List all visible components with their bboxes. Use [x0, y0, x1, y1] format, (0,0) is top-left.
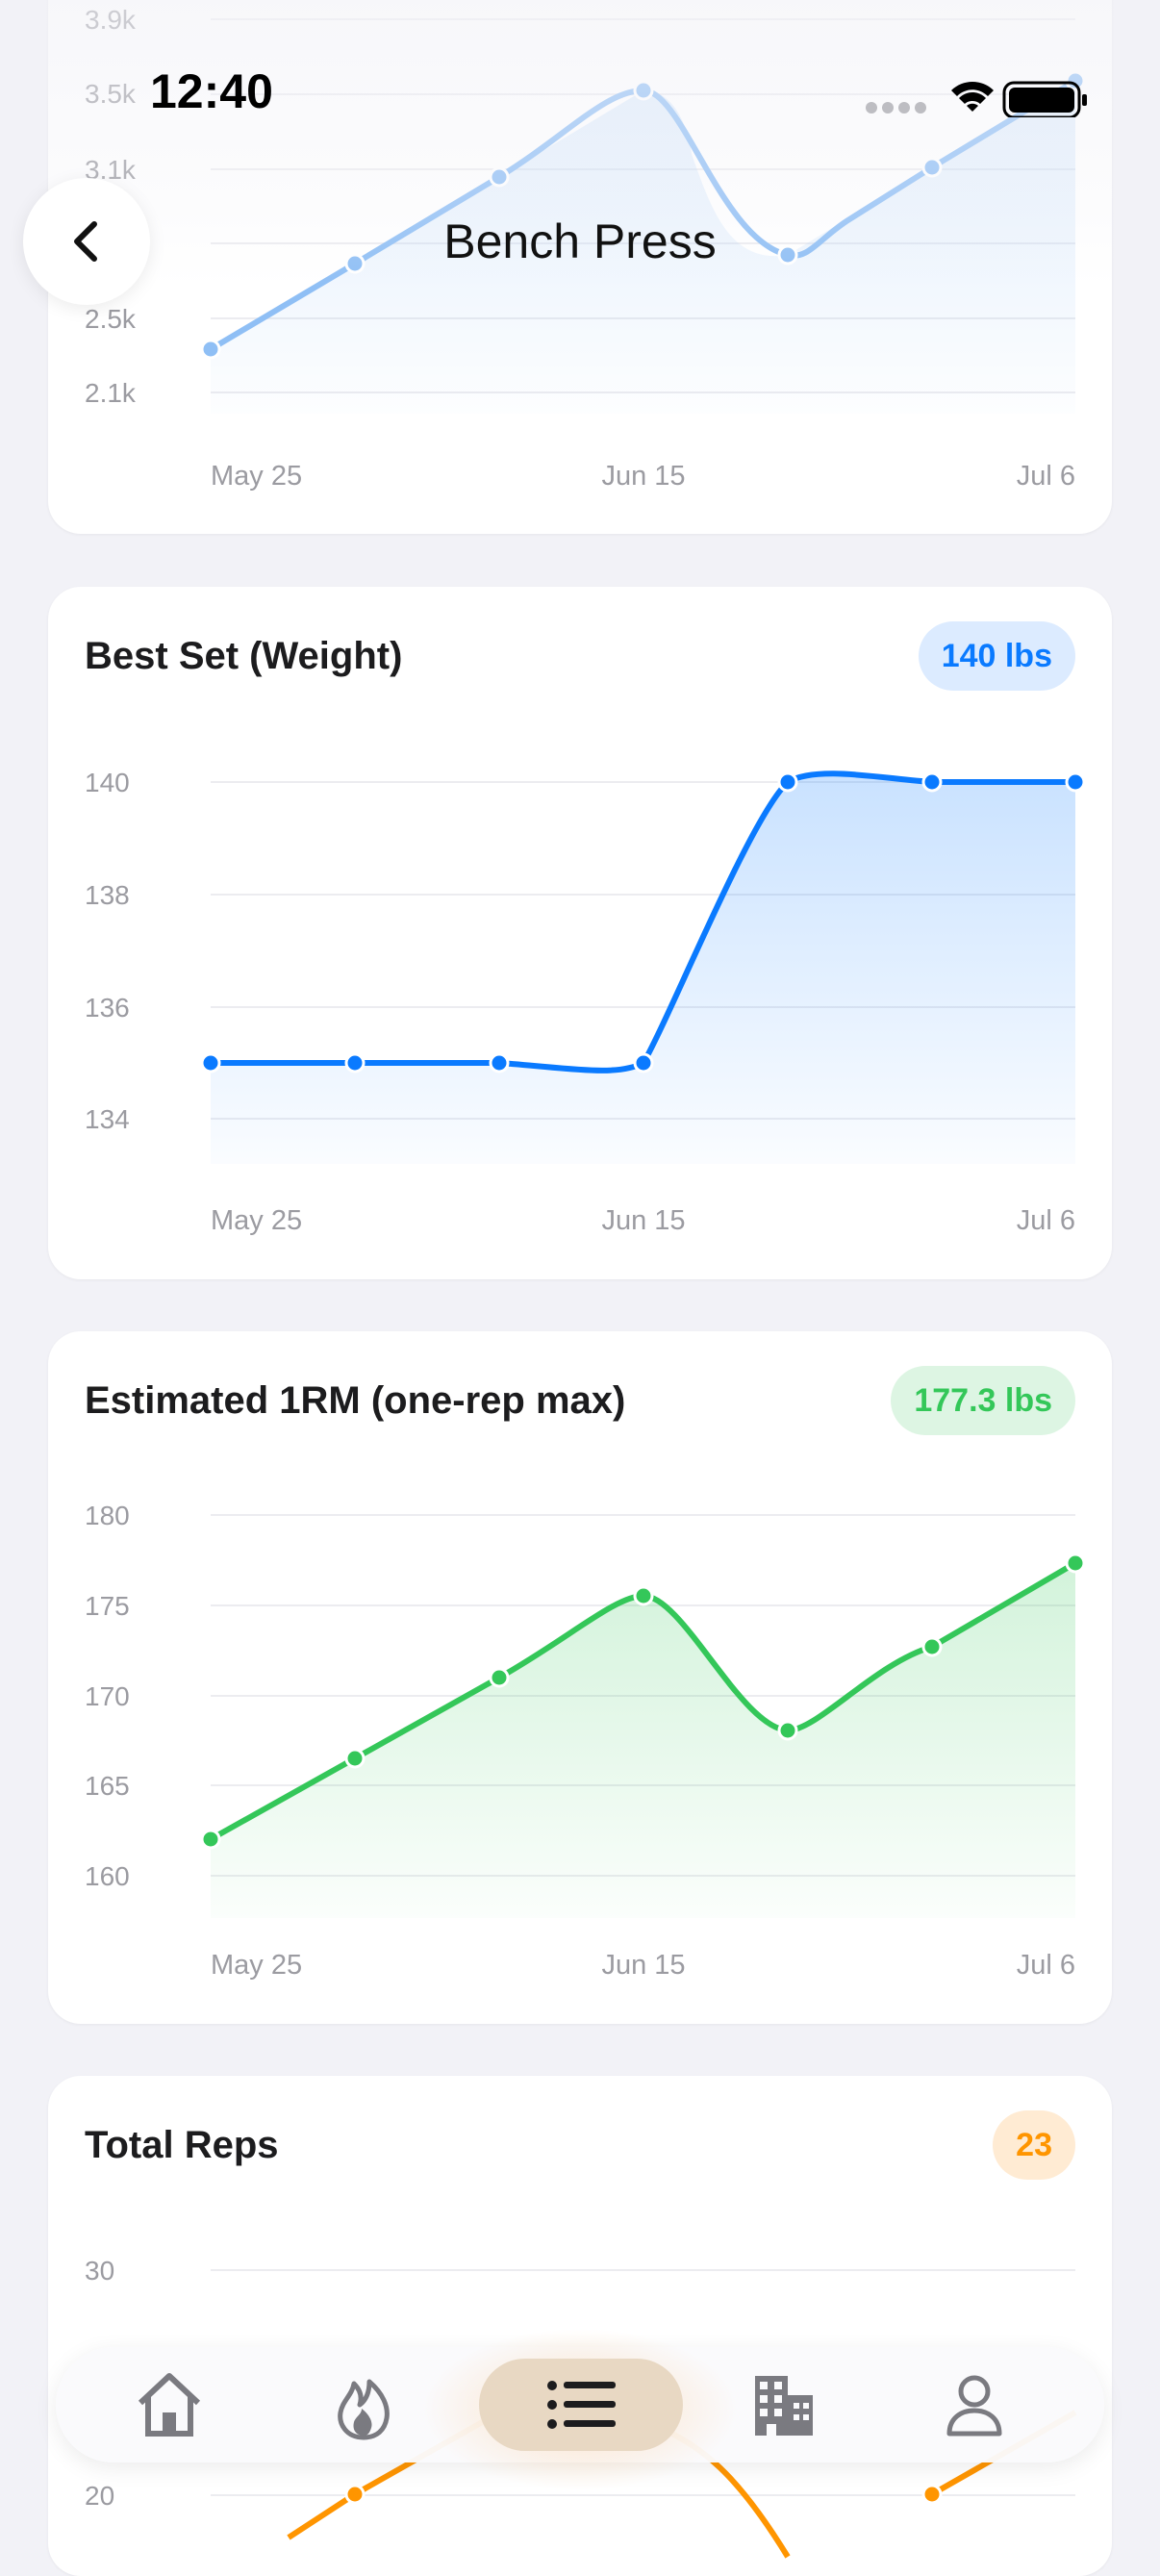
y-tick-label: 3.5k: [85, 79, 137, 109]
cellular-icon: [866, 102, 926, 114]
data-point: [921, 771, 943, 793]
x-tick-label: May 25: [211, 1950, 302, 1981]
y-tick-label: 138: [85, 880, 130, 910]
y-tick-label: 170: [85, 1681, 130, 1711]
x-tick-label: Jul 6: [1017, 461, 1075, 492]
x-tick-label: Jul 6: [1017, 1950, 1075, 1981]
x-tick-label: May 25: [211, 461, 302, 492]
data-point: [344, 1748, 366, 1769]
data-point: [344, 1052, 366, 1073]
card-title: Estimated 1RM (one-rep max): [85, 1379, 626, 1422]
data-point: [489, 166, 510, 188]
y-tick-label: 2.5k: [85, 304, 137, 334]
data-point: [921, 157, 943, 178]
tab-profile[interactable]: [893, 2347, 1056, 2462]
tab-streak[interactable]: [282, 2347, 445, 2462]
data-point: [777, 771, 798, 793]
y-tick-label: 3.9k: [85, 5, 137, 35]
y-tick-label: 180: [85, 1501, 130, 1530]
y-tick-label: 134: [85, 1104, 130, 1134]
data-point: [200, 339, 221, 360]
best-set-card: Best Set (Weight) 140 lbs 140 138 136 13…: [48, 587, 1112, 1279]
one-rm-card: Estimated 1RM (one-rep max) 177.3 lbs 18…: [48, 1331, 1112, 2024]
y-tick-label: 165: [85, 1771, 130, 1801]
data-point: [1065, 1553, 1086, 1574]
total-reps-card: Total Reps 23 30 20: [48, 2076, 1112, 2576]
home-icon: [138, 2373, 201, 2437]
card-title: Total Reps: [85, 2124, 279, 2166]
page-title: Bench Press: [443, 215, 717, 268]
data-point: [200, 1829, 221, 1850]
one-rm-badge: 177.3 lbs: [891, 1366, 1075, 1435]
data-point: [633, 80, 654, 101]
chevron-left-icon: [74, 221, 97, 262]
tab-exercises[interactable]: [499, 2347, 663, 2462]
x-tick-label: Jun 15: [601, 1950, 685, 1981]
total-reps-badge: 23: [993, 2110, 1075, 2180]
x-tick-label: Jul 6: [1017, 1205, 1075, 1236]
building-icon: [755, 2376, 813, 2436]
data-point: [921, 1636, 943, 1657]
one-rm-line: [209, 1560, 1077, 1842]
y-tick-label: 160: [85, 1861, 130, 1891]
data-point: [921, 2484, 943, 2505]
best-set-badge: 140 lbs: [918, 621, 1075, 691]
data-point: [633, 1585, 654, 1606]
data-point: [633, 1052, 654, 1073]
x-tick-label: May 25: [211, 1205, 302, 1236]
data-point: [344, 2484, 366, 2505]
tab-home[interactable]: [88, 2347, 251, 2462]
y-tick-label: 140: [85, 768, 130, 797]
x-tick-label: Jun 15: [601, 461, 685, 492]
one-rm-chart: 180 175 170 165 160 May 25 Jun 15 Jul 6: [85, 1501, 1086, 1981]
data-point: [489, 1052, 510, 1073]
total-reps-chart: 30 20: [85, 2256, 1077, 2559]
data-point: [200, 1052, 221, 1073]
x-tick-label: Jun 15: [601, 1205, 685, 1236]
y-tick-label: 175: [85, 1591, 130, 1621]
y-tick-label: 136: [85, 993, 130, 1023]
data-point: [489, 1667, 510, 1688]
card-title: Best Set (Weight): [85, 635, 403, 677]
status-icons: [862, 69, 1093, 122]
best-set-chart: 140 138 136 134 May 25 Jun 15 Jul 6: [85, 768, 1086, 1236]
flame-icon: [338, 2379, 390, 2440]
y-tick-label: 20: [85, 2481, 114, 2511]
tab-gyms[interactable]: [702, 2347, 866, 2462]
profile-icon: [946, 2375, 1002, 2437]
battery-icon: [1002, 81, 1087, 119]
list-icon: [547, 2381, 616, 2429]
wifi-icon: [951, 82, 994, 112]
y-tick-label: 2.1k: [85, 378, 137, 408]
tab-bar: [56, 2328, 1104, 2491]
status-time: 12:40: [150, 64, 273, 118]
back-button[interactable]: [23, 178, 150, 305]
data-point: [1065, 771, 1086, 793]
y-tick-label: 30: [85, 2256, 114, 2286]
data-point: [777, 1720, 798, 1741]
best-set-line: [211, 770, 1075, 1073]
